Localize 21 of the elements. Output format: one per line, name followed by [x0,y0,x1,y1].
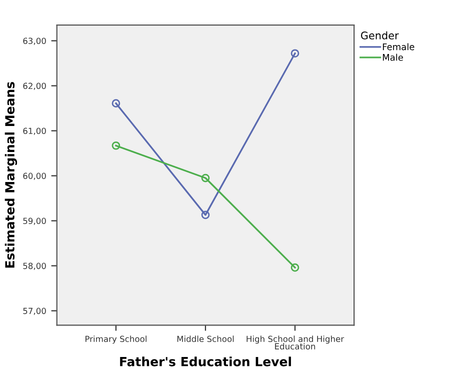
y-tick-label: 58,00 [23,262,46,270]
point [112,99,120,108]
y-tick-label: 60,00 [23,172,46,180]
x-tick-label: Primary School [86,336,146,344]
x-tick-label: Middle School [177,336,234,342]
legend-label: Male [382,54,403,61]
x-tick-label: High School and Higher Education [246,336,344,350]
point [112,141,120,150]
point [290,263,300,272]
y-tick-label: 59,00 [23,218,46,225]
y-tick-label: 62,00 [23,82,46,90]
y-tick-label: 57,00 [23,308,46,315]
y-tick-label: 61,00 [23,128,46,135]
point [201,210,210,220]
y-axis-title: Estimated Marginal Means [4,82,18,268]
point [201,174,210,182]
legend-title: Gender [360,31,399,40]
y-tick-label: 63,00 [23,38,46,45]
x-axis-title: Father's Education Level [120,356,291,366]
point [290,49,300,58]
legend-label: Female [382,43,414,50]
